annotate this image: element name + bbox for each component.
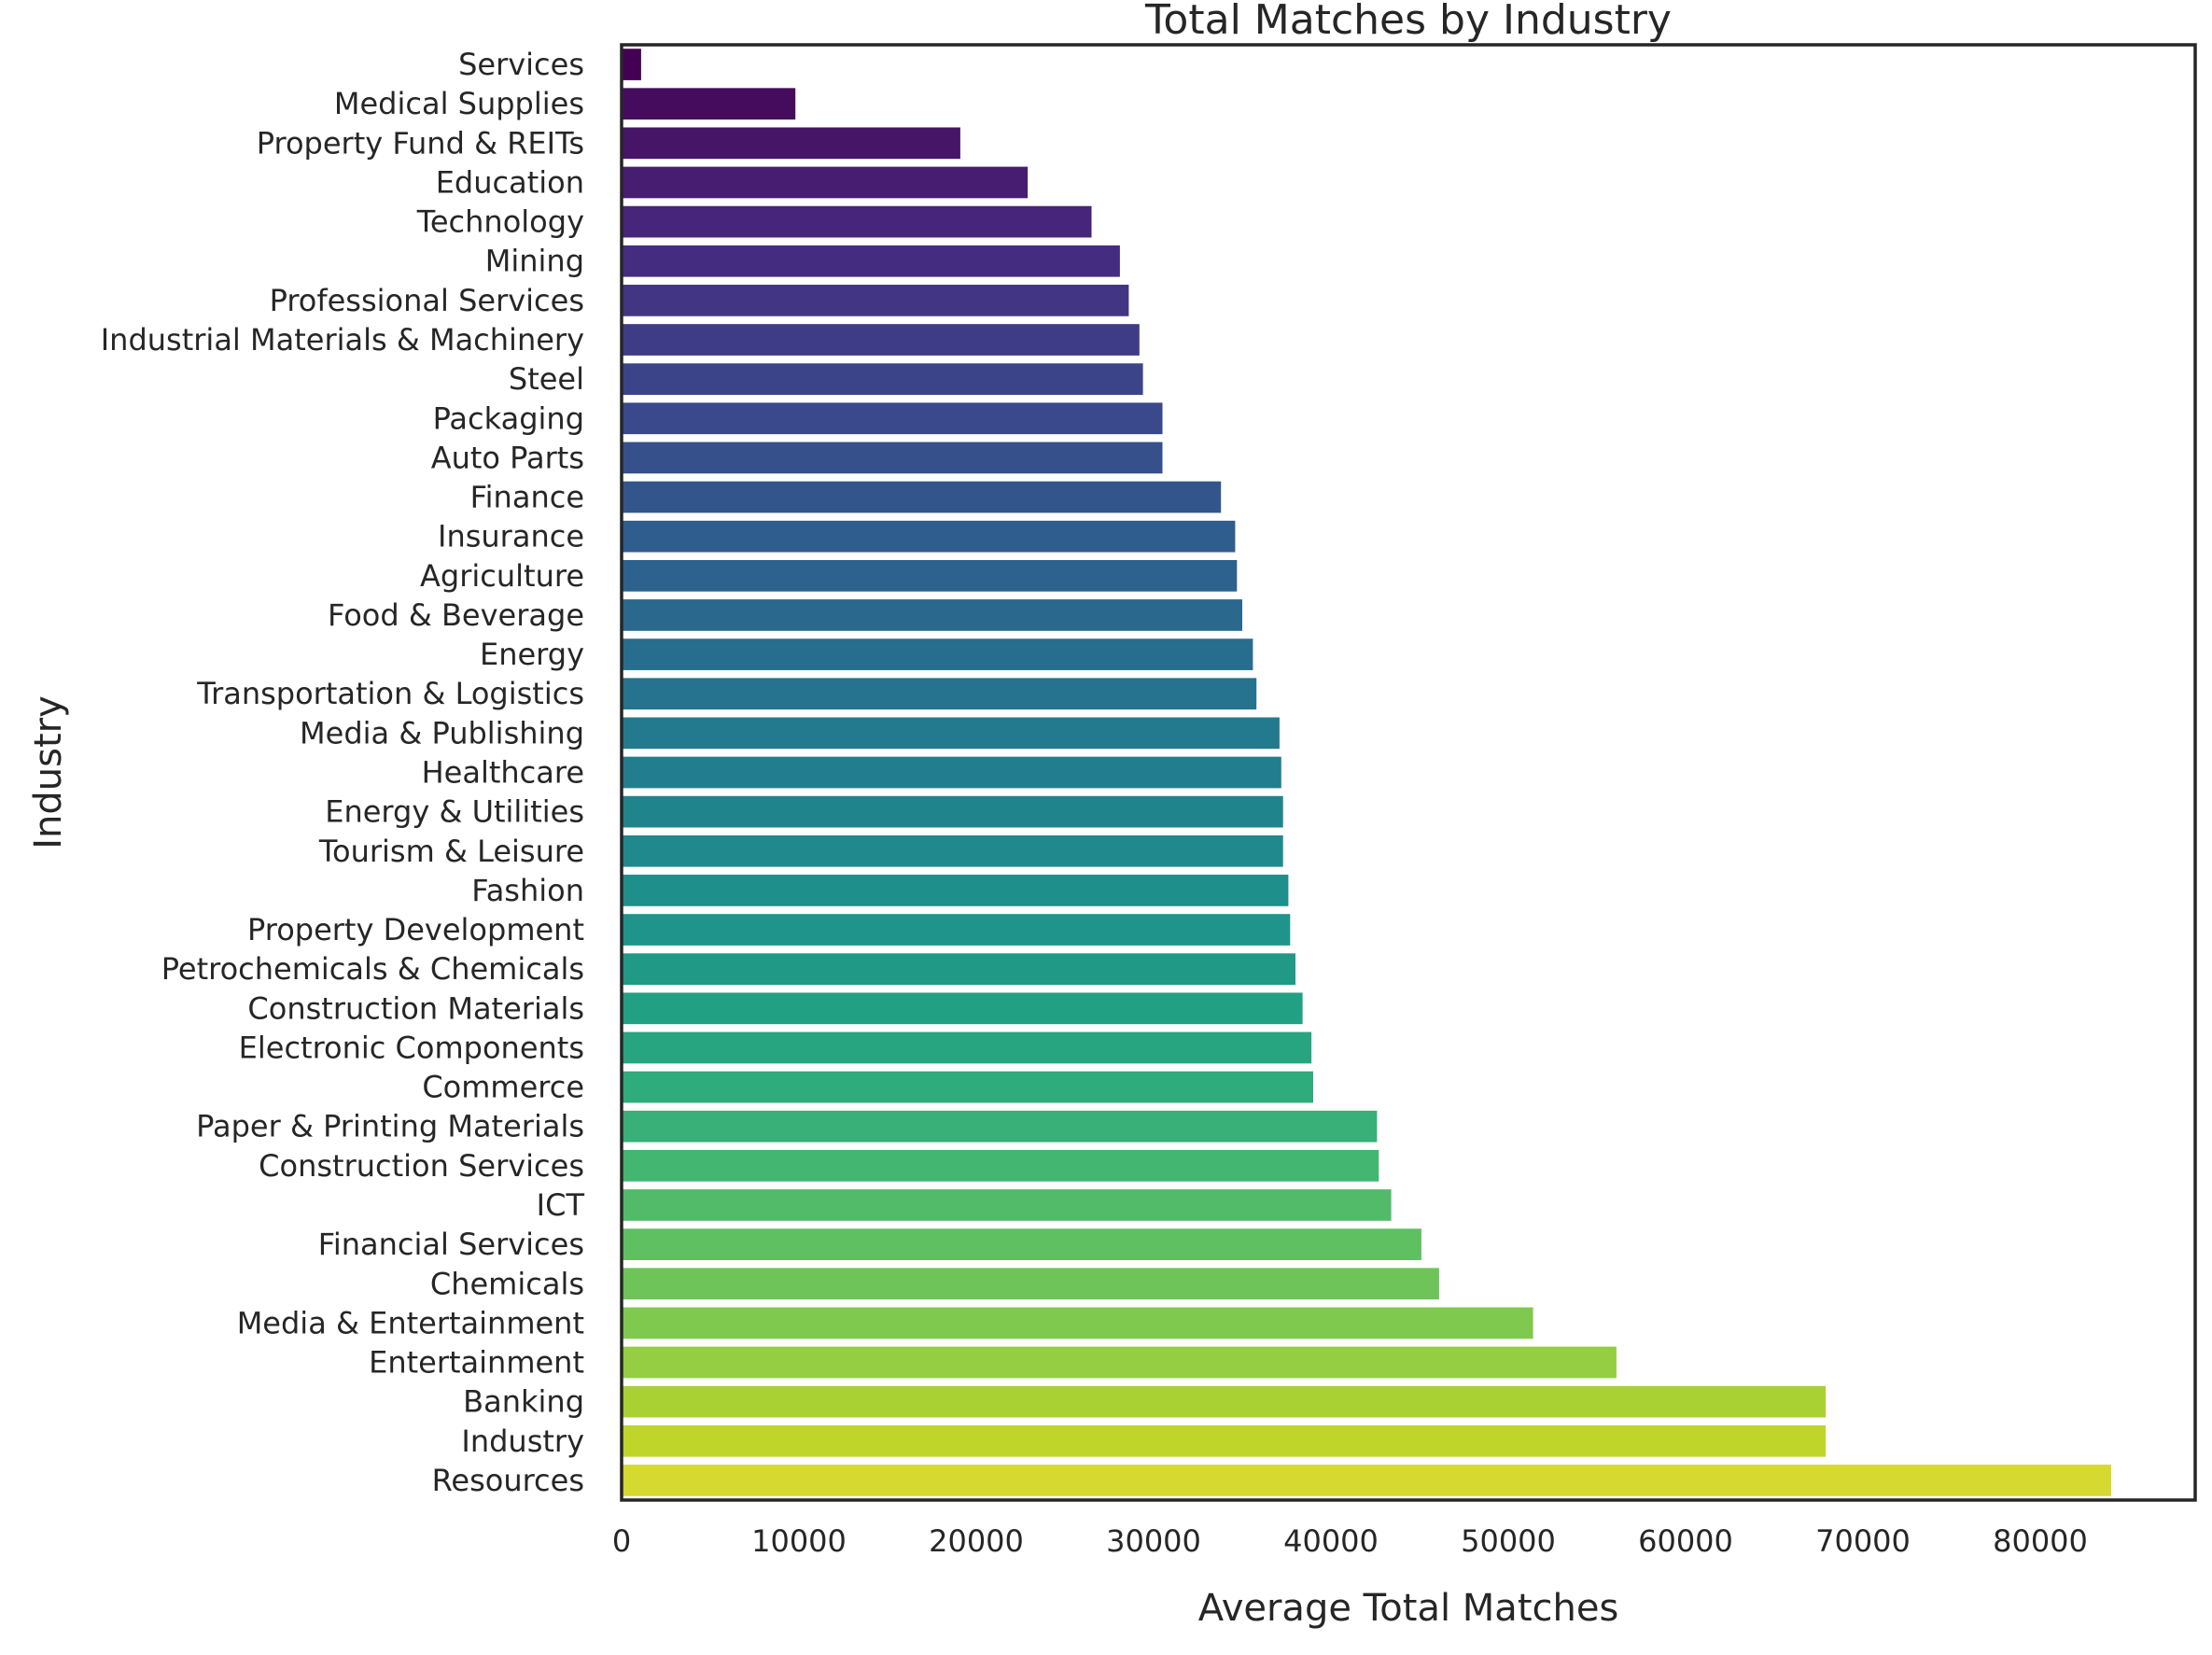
y-tick-label: Insurance [438, 519, 584, 554]
y-tick-label: Chemicals [430, 1266, 584, 1301]
bar-education [622, 166, 1029, 199]
bar-property-development [622, 914, 1291, 946]
y-tick-label: Transportation & Logistics [196, 676, 584, 711]
y-tick-label: Commerce [422, 1070, 584, 1105]
y-tick-label: Agriculture [420, 558, 584, 594]
bar-healthcare [622, 756, 1281, 789]
y-tick-label: Financial Services [318, 1227, 584, 1262]
bar-technology [622, 205, 1092, 238]
x-tick-labels: 0 10000 20000 30000 40000 50000 60000 70000 8000… [612, 1523, 2088, 1559]
y-tick-label: Healthcare [422, 755, 584, 791]
y-tick-label: Petrochemicals & Chemicals [161, 951, 584, 987]
bar-agriculture [622, 559, 1238, 592]
y-tick-label: Mining [485, 244, 584, 279]
bar-chemicals [622, 1268, 1439, 1300]
y-tick-label: Paper & Printing Materials [196, 1109, 584, 1144]
bar-electronic-components [622, 1031, 1312, 1064]
y-tick-label: Property Development [247, 912, 584, 947]
x-tick-label: 20000 [929, 1523, 1024, 1559]
x-tick-label: 80000 [1993, 1523, 2088, 1559]
y-tick-label: Energy [480, 637, 584, 672]
bar-energy-utilities [622, 795, 1283, 828]
bar-media-entertainment [622, 1307, 1533, 1339]
bar-finance [622, 481, 1222, 513]
bar-transportation-logistics [622, 678, 1257, 710]
y-tick-label: Industry [461, 1424, 584, 1459]
bar-financial-services [622, 1228, 1421, 1260]
y-tick-label: Services [458, 47, 584, 82]
y-tick-label: Construction Services [259, 1148, 584, 1184]
y-tick-label: Medical Supplies [334, 86, 584, 121]
y-tick-label: Technology [416, 204, 584, 240]
bar-mining [622, 245, 1120, 277]
x-tick-label: 60000 [1638, 1523, 1733, 1559]
y-tick-label: ICT [537, 1187, 585, 1223]
x-tick-label: 70000 [1815, 1523, 1911, 1559]
y-tick-label: Banking [463, 1384, 584, 1420]
y-tick-label: Entertainment [369, 1345, 584, 1381]
bar-entertainment [622, 1346, 1617, 1379]
bar-steel [622, 363, 1143, 396]
y-tick-label: Professional Services [270, 283, 584, 318]
y-tick-label: Fashion [471, 873, 584, 908]
y-tick-label: Construction Materials [247, 990, 584, 1026]
plot-frame [620, 43, 2197, 1502]
bar-banking [622, 1385, 1827, 1418]
y-tick-label: Steel [509, 361, 584, 397]
bar-resources [622, 1465, 2111, 1496]
y-tick-label: Electronic Components [239, 1030, 584, 1065]
y-tick-label: Media & Publishing [300, 715, 584, 750]
bar-industrial-materials-machinery [622, 324, 1140, 356]
bar-ict [622, 1189, 1392, 1221]
bar-group [622, 49, 2111, 1496]
bar-industry [622, 1424, 1827, 1457]
bar-energy [622, 638, 1253, 670]
y-tick-label: Tourism & Leisure [318, 834, 584, 869]
bar-construction-services [622, 1149, 1379, 1182]
bar-auto-parts [622, 442, 1163, 474]
y-tick-label: Education [436, 164, 584, 200]
bar-media-publishing [622, 717, 1280, 750]
x-tick-label: 50000 [1461, 1523, 1556, 1559]
y-tick-label: Industrial Materials & Machinery [101, 322, 584, 358]
bar-insurance [622, 520, 1236, 553]
x-tick-label: 40000 [1283, 1523, 1379, 1559]
bar-professional-services [622, 285, 1129, 316]
y-tick-label: Media & Entertainment [237, 1305, 584, 1340]
bar-paper-printing-materials [622, 1110, 1378, 1143]
bar-petrochemicals-chemicals [622, 953, 1295, 986]
y-tick-labels: Services Medical Supplies Property Fund & … [101, 47, 585, 1498]
x-tick-label: 0 [612, 1523, 631, 1559]
bar-fashion [622, 875, 1289, 906]
y-tick-label: Property Fund & REITs [257, 125, 584, 161]
bar-property-fund-reits [622, 127, 960, 160]
bar-medical-supplies [622, 88, 796, 120]
y-tick-label: Finance [470, 480, 584, 515]
y-tick-label: Food & Beverage [328, 597, 584, 633]
bar-food-beverage [622, 599, 1242, 631]
bar-services [622, 49, 641, 80]
chart-title: Total Matches by Industry [1144, 0, 1672, 44]
y-tick-label: Packaging [433, 400, 584, 436]
bar-tourism-leisure [622, 835, 1283, 867]
bar-packaging [622, 402, 1163, 435]
x-tick-label: 30000 [1106, 1523, 1201, 1559]
x-tick-label: 10000 [751, 1523, 847, 1559]
y-axis-title: Industry [27, 695, 70, 849]
x-axis-title: Average Total Matches [1198, 1587, 1619, 1630]
bar-commerce [622, 1071, 1313, 1103]
y-tick-label: Energy & Utilities [325, 794, 584, 830]
bar-construction-materials [622, 992, 1303, 1025]
y-tick-label: Auto Parts [431, 440, 584, 475]
y-tick-label: Resources [432, 1463, 584, 1498]
